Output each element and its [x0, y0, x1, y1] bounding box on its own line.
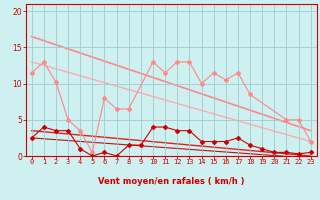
X-axis label: Vent moyen/en rafales ( km/h ): Vent moyen/en rafales ( km/h ) — [98, 177, 244, 186]
